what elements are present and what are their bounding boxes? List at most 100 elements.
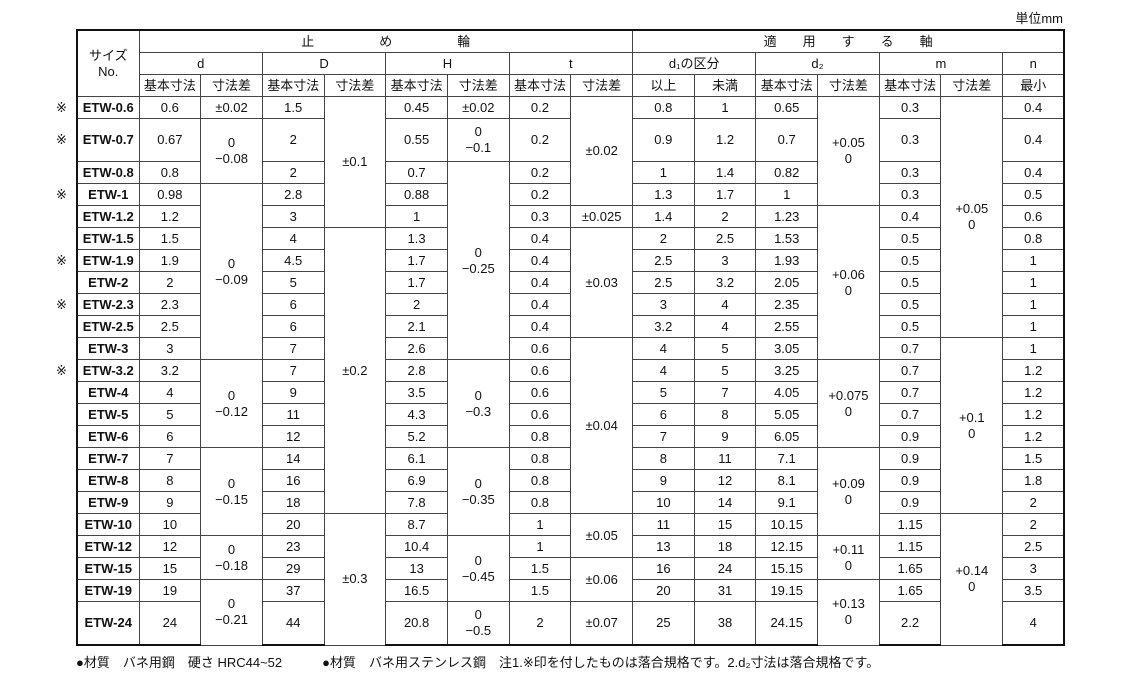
cell-d1_min: 7 xyxy=(632,425,695,448)
cell-d2: 1 xyxy=(755,183,819,206)
cell-d1_max: 18 xyxy=(693,535,757,558)
cell-d1_min: 4 xyxy=(632,337,695,360)
marker: ※ xyxy=(56,99,67,115)
header-group-5: d₂ xyxy=(755,52,880,75)
header-sub-2: 基本寸法 xyxy=(261,74,325,97)
cell-n: 0.4 xyxy=(1002,96,1066,119)
header-sub-14: 最小 xyxy=(1002,74,1066,97)
tolerance-d: 0 −0.15 xyxy=(200,447,263,536)
cell-D: 5 xyxy=(261,271,325,294)
marker xyxy=(56,492,77,514)
marker xyxy=(56,448,77,470)
cell-d2: 2.55 xyxy=(755,315,819,338)
cell-m: 0.3 xyxy=(878,183,942,206)
size-cell: ETW-7 xyxy=(76,447,140,470)
cell-d2: 0.82 xyxy=(755,161,819,184)
cell-d2: 2.35 xyxy=(755,293,819,316)
cell-D: 14 xyxy=(261,447,325,470)
cell-H: 7.8 xyxy=(385,491,448,514)
tolerance-t: ±0.07 xyxy=(570,601,633,646)
size-cell: ETW-2.5 xyxy=(76,315,140,338)
cell-n: 3.5 xyxy=(1002,579,1066,602)
cell-m: 0.7 xyxy=(878,359,942,382)
marker xyxy=(56,162,77,184)
cell-m: 0.9 xyxy=(878,447,942,470)
cell-t: 0.4 xyxy=(508,249,572,272)
cell-t: 0.2 xyxy=(508,118,572,162)
cell-d1_max: 2 xyxy=(693,205,757,228)
cell-D: 2 xyxy=(261,118,325,162)
unit-label: 単位mm xyxy=(1015,11,1063,26)
cell-d: 9 xyxy=(138,491,202,514)
cell-d1_min: 3 xyxy=(632,293,695,316)
cell-d1_max: 38 xyxy=(693,601,757,646)
cell-n: 2 xyxy=(1002,491,1066,514)
cell-t: 0.8 xyxy=(508,447,572,470)
marker xyxy=(56,580,77,602)
marker xyxy=(56,272,77,294)
size-cell: ETW-8 xyxy=(76,469,140,492)
marker xyxy=(56,338,77,360)
tolerance-H: 0 −0.1 xyxy=(446,118,510,162)
cell-d2: 24.15 xyxy=(755,601,819,646)
cell-t: 0.2 xyxy=(508,96,572,119)
cell-H: 8.7 xyxy=(385,513,448,536)
size-cell: ETW-9 xyxy=(76,491,140,514)
cell-D: 12 xyxy=(261,425,325,448)
size-cell: ETW-12 xyxy=(76,535,140,558)
cell-H: 2.6 xyxy=(385,337,448,360)
cell-d: 1.2 xyxy=(138,205,202,228)
tolerance-H: 0 −0.3 xyxy=(446,359,510,448)
header-group-3: t xyxy=(508,52,634,75)
note-material-stainless: ●材質 バネ用ステンレス鋼 注1.※印を付したものは落合規格です。2.d₂寸法は… xyxy=(322,655,880,670)
cell-n: 4 xyxy=(1002,601,1066,646)
header-sub-1: 寸法差 xyxy=(200,74,263,97)
cell-d2: 19.15 xyxy=(755,579,819,602)
tolerance-d: 0 −0.21 xyxy=(200,579,263,646)
table-row: ETW-1.5 1.5 4 ±0.2 1.3 0.4 ±0.03 2 2.5 1.53 0.5 0.8 xyxy=(56,227,1066,514)
header-sub-0: 基本寸法 xyxy=(138,74,202,97)
table-row: ETW-15 15 29 13 1.5 ±0.06 16 24 15.15 1.65 3 xyxy=(56,557,1066,602)
cell-d: 7 xyxy=(138,447,202,470)
cell-d1_min: 16 xyxy=(632,557,695,580)
cell-n: 1.5 xyxy=(1002,447,1066,470)
cell-d1_min: 11 xyxy=(632,513,695,536)
cell-H: 13 xyxy=(385,557,448,580)
cell-d: 3.2 xyxy=(138,359,202,382)
cell-m: 1.15 xyxy=(878,513,942,536)
cell-d: 0.8 xyxy=(138,161,202,184)
cell-H: 10.4 xyxy=(385,535,448,558)
cell-d1_max: 9 xyxy=(693,425,757,448)
cell-t: 0.3 xyxy=(508,205,572,228)
cell-d: 6 xyxy=(138,425,202,448)
tolerance-d: ±0.02 xyxy=(200,96,263,119)
size-cell: ETW-0.6 xyxy=(76,96,140,119)
cell-t: 0.6 xyxy=(508,403,572,426)
cell-D: 1.5 xyxy=(261,96,325,119)
cell-d: 4 xyxy=(138,381,202,404)
cell-t: 0.2 xyxy=(508,161,572,184)
size-cell: ETW-2 xyxy=(76,271,140,294)
header-group-2: H xyxy=(385,52,510,75)
marker: ※ xyxy=(56,186,67,202)
cell-n: 1.2 xyxy=(1002,425,1066,448)
cell-d1_max: 5 xyxy=(693,337,757,360)
cell-t: 0.4 xyxy=(508,271,572,294)
cell-d1_min: 6 xyxy=(632,403,695,426)
cell-H: 6.9 xyxy=(385,469,448,492)
cell-m: 0.5 xyxy=(878,293,942,316)
cell-d1_min: 0.9 xyxy=(632,118,695,162)
cell-n: 0.4 xyxy=(1002,161,1066,184)
marker xyxy=(56,206,77,228)
cell-t: 0.8 xyxy=(508,469,572,492)
cell-d2: 3.25 xyxy=(755,359,819,382)
marker: ※ xyxy=(56,362,67,378)
cell-H: 0.45 xyxy=(385,96,448,119)
cell-d1_min: 1.3 xyxy=(632,183,695,206)
cell-t: 1 xyxy=(508,535,572,558)
header-sub-8: 以上 xyxy=(632,74,695,97)
cell-D: 6 xyxy=(261,315,325,338)
header-group-4: d₁の区分 xyxy=(631,52,757,75)
table-row: ※ ETW-1.9 1.9 4.5 1.7 0.4 2.5 3 1.93 0.5 1 xyxy=(56,249,1066,272)
